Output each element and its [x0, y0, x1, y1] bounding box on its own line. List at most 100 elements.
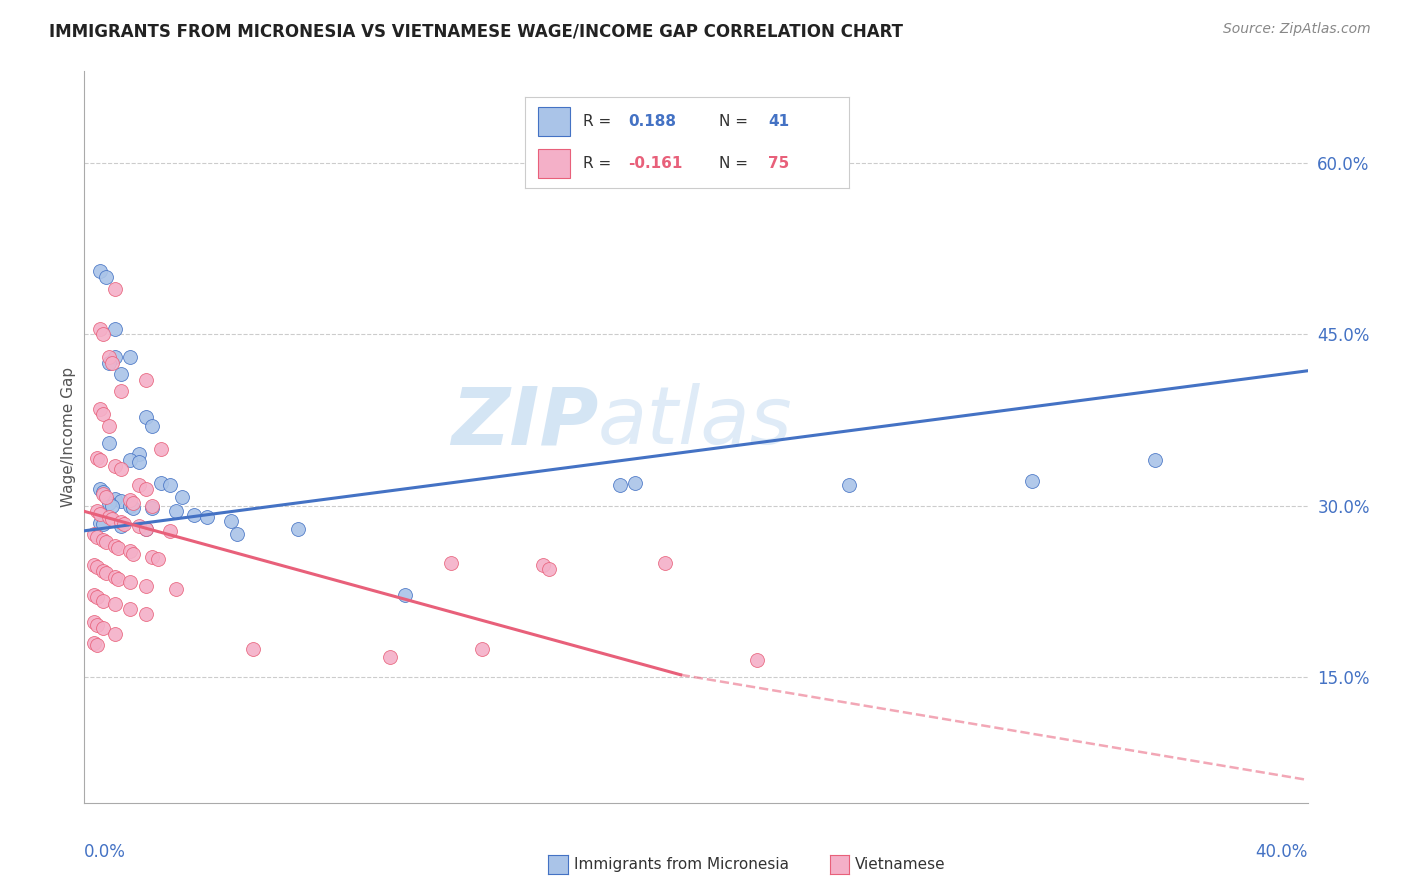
Point [89, 482, 111, 496]
Point [141, 550, 163, 565]
Text: Source: ZipAtlas.com: Source: ZipAtlas.com [1223, 22, 1371, 37]
Point [183, 508, 205, 522]
Point [104, 597, 127, 611]
Point [89, 401, 111, 416]
Text: 40.0%: 40.0% [1256, 843, 1308, 861]
Point [165, 582, 187, 596]
Point [86, 590, 108, 604]
Point [110, 384, 132, 399]
Point [120, 601, 142, 615]
Point [91, 593, 114, 607]
Text: atlas: atlas [598, 384, 793, 461]
Point [112, 516, 135, 531]
Point [97, 350, 120, 364]
Point [91, 485, 114, 500]
Point [110, 515, 132, 529]
Point [94, 270, 117, 285]
Point [1021, 474, 1043, 488]
Point [94, 566, 117, 580]
Point [107, 572, 129, 586]
Point [135, 373, 157, 387]
Point [624, 475, 647, 490]
Point [91, 564, 114, 578]
Point [128, 455, 150, 469]
Point [104, 350, 127, 364]
Point [135, 521, 157, 535]
Point [122, 496, 145, 510]
Point [120, 492, 142, 507]
Text: Immigrants from Micronesia: Immigrants from Micronesia [574, 857, 789, 871]
Point [120, 575, 142, 590]
Point [654, 556, 676, 570]
Point [94, 490, 117, 504]
Point [149, 475, 172, 490]
Point [91, 516, 114, 531]
Point [97, 496, 120, 510]
Point [89, 264, 111, 278]
Text: IMMIGRANTS FROM MICRONESIA VS VIETNAMESE WAGE/INCOME GAP CORRELATION CHART: IMMIGRANTS FROM MICRONESIA VS VIETNAMESE… [49, 22, 903, 40]
Point [135, 409, 157, 424]
Point [219, 514, 242, 528]
Point [141, 500, 163, 515]
Point [531, 558, 554, 573]
Text: 0.0%: 0.0% [84, 843, 127, 861]
Point [86, 560, 108, 574]
Point [226, 527, 249, 541]
Point [380, 649, 402, 664]
Point [107, 541, 129, 555]
Point [83, 636, 105, 650]
Point [172, 490, 194, 504]
Point [609, 478, 631, 492]
Point [165, 504, 187, 518]
Point [104, 539, 127, 553]
Point [141, 499, 163, 513]
Point [287, 521, 309, 535]
Point [91, 327, 114, 342]
Point [471, 641, 494, 656]
Point [83, 558, 105, 573]
Point [141, 418, 163, 433]
Point [120, 544, 142, 558]
Point [1143, 453, 1166, 467]
Point [104, 626, 127, 640]
Point [97, 356, 120, 370]
Point [159, 524, 181, 538]
Point [120, 453, 142, 467]
Point [122, 500, 145, 515]
Point [122, 547, 145, 561]
Point [838, 478, 860, 492]
Point [89, 321, 111, 335]
Point [101, 499, 124, 513]
Point [538, 561, 561, 575]
Point [135, 607, 157, 622]
Point [128, 519, 150, 533]
Point [128, 447, 150, 461]
Point [195, 510, 218, 524]
Point [94, 535, 117, 549]
Point [86, 638, 108, 652]
Point [83, 527, 105, 541]
Point [101, 356, 124, 370]
Point [104, 458, 127, 473]
Point [86, 529, 108, 543]
Point [97, 418, 120, 433]
Point [91, 407, 114, 421]
Point [110, 519, 132, 533]
Point [97, 510, 120, 524]
Point [91, 533, 114, 547]
Point [89, 507, 111, 521]
Point [104, 491, 127, 506]
Point [146, 552, 169, 566]
Text: ZIP: ZIP [451, 384, 598, 461]
Point [440, 556, 463, 570]
Point [747, 653, 769, 667]
Point [128, 478, 150, 492]
Point [86, 617, 108, 632]
Point [104, 321, 127, 335]
Point [120, 499, 142, 513]
Point [91, 487, 114, 501]
Point [89, 453, 111, 467]
Point [110, 368, 132, 382]
Point [242, 641, 264, 656]
Point [104, 569, 127, 583]
